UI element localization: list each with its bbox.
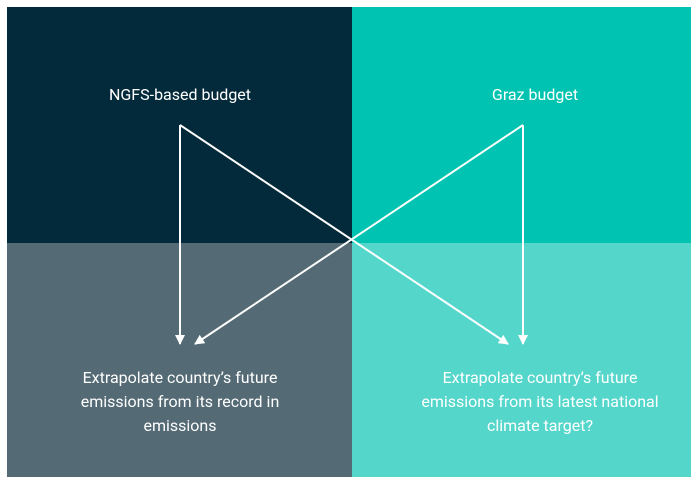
arrow (179, 124, 509, 345)
node-label: Extrapolate country’s future emissions f… (80, 368, 280, 435)
node-label: Extrapolate country’s future emissions f… (421, 368, 659, 435)
quadrant-bottom-right (352, 243, 691, 477)
node-label: Graz budget (491, 85, 579, 104)
node-label: NGFS-based budget (108, 85, 252, 104)
arrow (194, 124, 524, 345)
